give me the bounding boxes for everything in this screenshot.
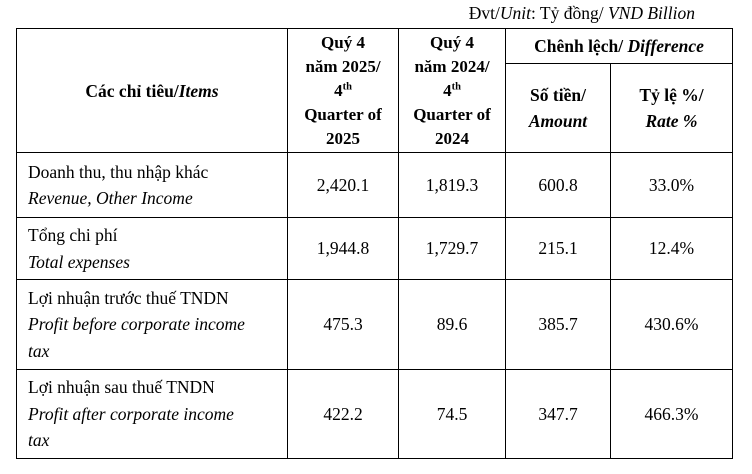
cell-amount: 600.8	[505, 152, 611, 218]
q4-2024-ordinal-suffix: th	[451, 80, 461, 92]
financial-results-table: Các chỉ tiêu/Items Quý 4 năm 2025/ 4th Q…	[16, 28, 733, 459]
col-header-items: Các chỉ tiêu/Items	[16, 28, 288, 153]
cell-q4-2025: 422.2	[287, 369, 399, 459]
row-item-en: Profit before corporate income tax	[28, 314, 245, 361]
cell-q4-2024: 74.5	[398, 369, 506, 459]
cell-rate: 430.6%	[610, 279, 733, 370]
cell-rate: 33.0%	[610, 152, 733, 218]
cell-amount: 385.7	[505, 279, 611, 370]
q4-2025-line4: Quarter of	[304, 104, 382, 124]
unit-note-en: Unit	[499, 3, 531, 23]
q4-2024-ordinal: 4	[443, 80, 452, 100]
col-header-q4-2024: Quý 4 năm 2024/ 4th Quarter of 2024	[398, 28, 506, 153]
q4-2024-line5: 2024	[435, 128, 469, 148]
col-header-items-vi: Các chỉ tiêu/	[85, 80, 179, 101]
row-item-vi: Lợi nhuận trước thuế TNDN	[28, 287, 229, 308]
q4-2024-line4: Quarter of	[413, 104, 491, 124]
header-row-1: Các chỉ tiêu/Items Quý 4 năm 2025/ 4th Q…	[16, 28, 733, 153]
row-item-label: Tổng chi phí Total expenses	[16, 217, 288, 280]
cell-q4-2025: 2,420.1	[287, 152, 399, 218]
row-item-vi: Doanh thu, thu nhập khác	[28, 161, 209, 182]
amount-vi: Số tiền/	[530, 85, 586, 105]
cell-q4-2025: 1,944.8	[287, 217, 399, 280]
col-header-amount: Số tiền/ Amount	[505, 63, 611, 153]
unit-note-currency-vi: : Tỷ đồng/	[531, 3, 608, 23]
col-header-difference: Chênh lệch/ Difference	[505, 28, 733, 64]
cell-q4-2025: 475.3	[287, 279, 399, 370]
rate-en: Rate %	[645, 111, 698, 131]
table-row-profit-before-tax: Lợi nhuận trước thuế TNDN Profit before c…	[16, 279, 733, 370]
col-header-q4-2025: Quý 4 năm 2025/ 4th Quarter of 2025	[287, 28, 399, 153]
q4-2025-line5: 2025	[326, 128, 360, 148]
q4-2024-line2: năm 2024/	[414, 56, 490, 76]
q4-2025-ordinal: 4	[334, 80, 343, 100]
row-item-vi: Lợi nhuận sau thuế TNDN	[28, 377, 215, 398]
q4-2025-line3: 4th	[288, 79, 398, 103]
row-item-label: Doanh thu, thu nhập khác Revenue, Other I…	[16, 152, 288, 218]
unit-note-currency-en: VND Billion	[607, 3, 695, 23]
cell-q4-2024: 1,819.3	[398, 152, 506, 218]
row-item-label: Lợi nhuận sau thuế TNDN Profit after corp…	[16, 369, 288, 459]
col-header-rate: Tỷ lệ %/ Rate %	[610, 63, 733, 153]
table-row-revenue: Doanh thu, thu nhập khác Revenue, Other I…	[16, 152, 733, 218]
amount-en: Amount	[528, 111, 588, 131]
cell-amount: 215.1	[505, 217, 611, 280]
q4-2025-ordinal-suffix: th	[342, 80, 352, 92]
difference-vi: Chênh lệch/	[534, 36, 628, 56]
table-row-profit-after-tax: Lợi nhuận sau thuế TNDN Profit after corp…	[16, 369, 733, 459]
row-item-en: Revenue, Other Income	[28, 188, 193, 208]
col-header-items-en: Items	[178, 80, 219, 101]
difference-en: Difference	[627, 36, 704, 56]
row-item-label: Lợi nhuận trước thuế TNDN Profit before c…	[16, 279, 288, 370]
rate-vi: Tỷ lệ %/	[639, 85, 704, 105]
cell-q4-2024: 1,729.7	[398, 217, 506, 280]
header-row-2: Số tiền/ Amount Tỷ lệ %/ Rate %	[17, 63, 733, 153]
cell-amount: 347.7	[505, 369, 611, 459]
row-item-en: Profit after corporate income tax	[28, 403, 234, 451]
row-item-en: Total expenses	[28, 251, 130, 272]
unit-note-vi: Đvt/	[468, 3, 500, 23]
cell-rate: 12.4%	[610, 217, 733, 280]
cell-q4-2024: 89.6	[398, 279, 506, 370]
q4-2024-line3: 4th	[399, 79, 505, 103]
q4-2025-line2: năm 2025/	[305, 56, 381, 76]
cell-rate: 466.3%	[610, 369, 733, 459]
row-item-vi: Tổng chi phí	[28, 225, 118, 245]
table-row-expenses: Tổng chi phí Total expenses 1,944.8 1,729…	[16, 217, 733, 280]
unit-note: Đvt/Unit: Tỷ đồng/ VND Billion	[469, 1, 695, 25]
q4-2025-line1: Quý 4	[321, 32, 365, 52]
q4-2024-line1: Quý 4	[430, 32, 474, 52]
